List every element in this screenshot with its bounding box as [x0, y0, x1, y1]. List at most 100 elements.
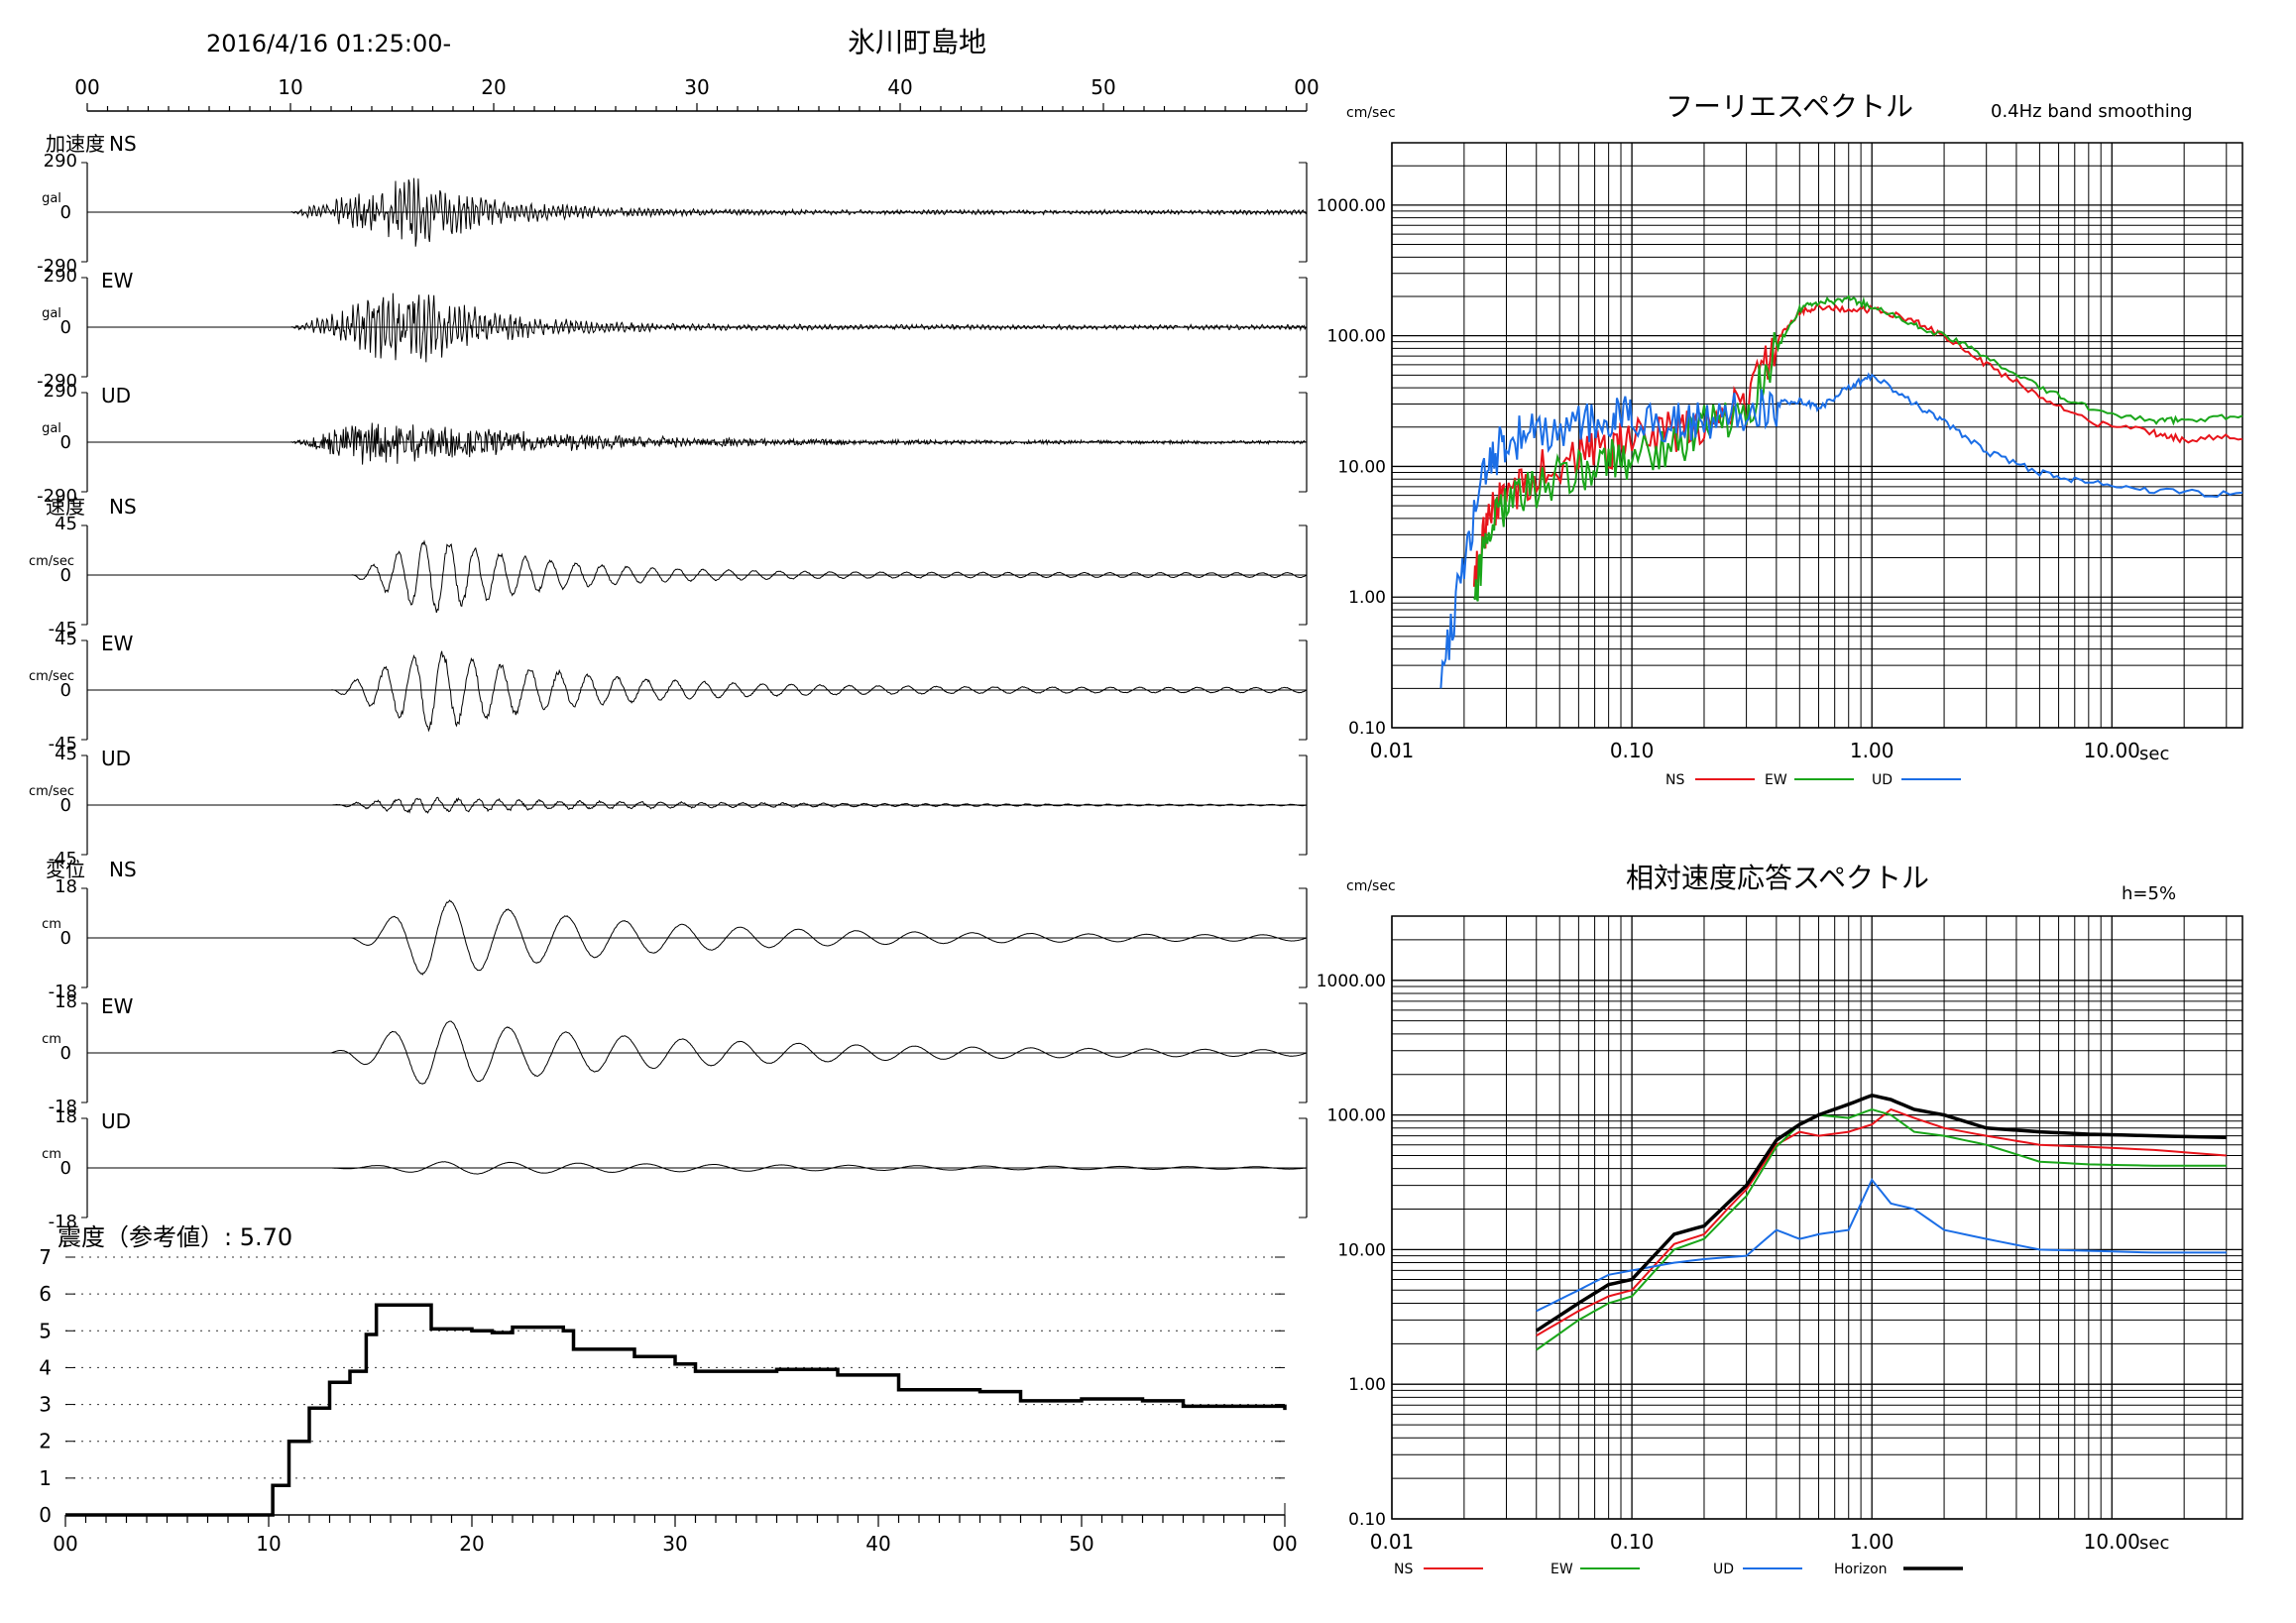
- unit-label: gal: [42, 421, 61, 436]
- y-tick-label: 1.00: [1348, 588, 1386, 608]
- intensity-x-label: 30: [662, 1532, 687, 1556]
- scale-top-label: 290: [44, 266, 77, 287]
- component-label: NS: [109, 495, 137, 519]
- unit-label: gal: [42, 191, 61, 206]
- series-ns-line: [1472, 303, 2243, 587]
- scale-top-label: 18: [55, 876, 77, 897]
- intensity-title: 震度（参考値）: 5.70: [57, 1223, 292, 1251]
- unit-label: cm/sec: [29, 554, 74, 569]
- seismogram-panel-ns-3: 45 0 -45 cm/sec 速度 NS: [29, 495, 1308, 639]
- response-spectrum-chart: 相対速度応答スペクトル h=5% cm/sec sec 0.10 1.00 10.0…: [1317, 862, 2243, 1577]
- x-tick-label: 0.01: [1370, 739, 1415, 762]
- component-label: EW: [101, 269, 134, 292]
- scale-top-label: 290: [44, 381, 77, 402]
- intensity-x-label: 00: [53, 1532, 77, 1556]
- unit-label: cm: [42, 1147, 61, 1162]
- legend-label-ns: NS: [1394, 1562, 1413, 1577]
- component-label: UD: [101, 747, 131, 770]
- waveform-trace: [87, 899, 1308, 976]
- response-title: 相対速度応答スペクトル: [1626, 862, 1929, 894]
- intensity-y-label: 6: [39, 1282, 52, 1306]
- component-label: NS: [109, 132, 137, 156]
- group-label: 速度: [46, 495, 85, 519]
- scale-top-label: 18: [55, 991, 77, 1012]
- scale-zero-label: 0: [60, 317, 71, 338]
- plot-frame: [1391, 915, 2243, 1520]
- scale-zero-label: 0: [60, 202, 71, 223]
- fourier-spectrum-chart: フーリエスペクトル 0.4Hz band smoothing cm/sec se…: [1317, 90, 2243, 788]
- scale-top-label: 18: [55, 1106, 77, 1127]
- time-tick-label: 00: [74, 75, 99, 99]
- component-label: EW: [101, 632, 134, 655]
- scale-zero-label: 0: [60, 928, 71, 949]
- intensity-x-label: 40: [865, 1532, 890, 1556]
- series-ew-line: [1472, 294, 2243, 602]
- y-tick-label: 10.00: [1337, 1240, 1386, 1260]
- scale-bottom-label: -290: [37, 256, 77, 277]
- intensity-y-label: 3: [39, 1393, 52, 1417]
- intensity-x-label: 20: [459, 1532, 484, 1556]
- intensity-curve: [65, 1303, 1287, 1517]
- y-tick-label: 1.00: [1348, 1375, 1386, 1395]
- y-tick-label: 100.00: [1327, 1106, 1386, 1126]
- scale-zero-label: 0: [60, 795, 71, 816]
- seismogram-panel-ud-5: 45 0 -45 cm/sec UD: [29, 744, 1308, 869]
- plot-frame: [1391, 142, 2243, 729]
- intensity-y-label: 1: [39, 1466, 52, 1490]
- intensity-chart: 震度（参考値）: 5.70 0 1 2 3 4 5 6 7 00 10 20 30 40 50 00: [39, 1223, 1297, 1556]
- unit-label: gal: [42, 306, 61, 321]
- response-y-unit: cm/sec: [1346, 878, 1396, 894]
- fourier-title: フーリエスペクトル: [1665, 90, 1913, 123]
- x-tick-label: 10.00: [2084, 1530, 2140, 1554]
- fourier-y-unit: cm/sec: [1346, 105, 1396, 121]
- series-ud-line: [1536, 1178, 2227, 1313]
- waveform-trace: [87, 1161, 1308, 1175]
- seismogram-panel-ew-4: 45 0 -45 cm/sec EW: [29, 629, 1308, 754]
- group-label: 加速度: [46, 132, 105, 156]
- intensity-y-label: 7: [39, 1245, 52, 1269]
- scale-top-label: 45: [55, 744, 77, 764]
- scale-bottom-label: -45: [49, 734, 77, 754]
- unit-label: cm: [42, 1032, 61, 1047]
- waveform-trace: [87, 177, 1308, 247]
- y-tick-label: 0.10: [1348, 1510, 1386, 1530]
- response-x-unit: sec: [2139, 1533, 2169, 1554]
- legend-label-ew: EW: [1765, 772, 1787, 788]
- x-tick-label: 10.00: [2084, 739, 2140, 762]
- response-note: h=5%: [2122, 883, 2176, 904]
- intensity-y-label: 4: [39, 1355, 52, 1379]
- legend-label-ew: EW: [1550, 1562, 1573, 1577]
- y-tick-label: 10.00: [1337, 457, 1386, 477]
- scale-bottom-label: -18: [49, 982, 77, 1002]
- series-ud-line: [1439, 372, 2243, 689]
- component-label: UD: [101, 384, 131, 407]
- scale-bottom-label: -18: [49, 1097, 77, 1117]
- scale-zero-label: 0: [60, 1043, 71, 1064]
- intensity-x-label: 50: [1069, 1532, 1093, 1556]
- scale-top-label: 45: [55, 514, 77, 534]
- time-tick-label: 20: [481, 75, 506, 99]
- series-horizon-line: [1535, 1093, 2227, 1333]
- group-label: 変位: [46, 858, 85, 881]
- time-tick-label: 50: [1091, 75, 1115, 99]
- legend-label-ns: NS: [1665, 772, 1684, 788]
- unit-label: cm: [42, 917, 61, 932]
- intensity-y-label: 5: [39, 1319, 52, 1342]
- scale-bottom-label: -290: [37, 486, 77, 507]
- legend-label-horizon: Horizon: [1834, 1562, 1888, 1577]
- waveform-trace: [87, 796, 1308, 814]
- scale-bottom-label: -290: [37, 371, 77, 392]
- y-tick-label: 1000.00: [1317, 972, 1386, 991]
- seismogram-panel-ns-0: 290 0 -290 gal 加速度 NS: [37, 132, 1308, 277]
- unit-label: cm/sec: [29, 784, 74, 799]
- x-tick-label: 1.00: [1850, 739, 1894, 762]
- seismogram-panel-ew-7: 18 0 -18 cm EW: [42, 991, 1308, 1117]
- waveform-trace: [87, 422, 1308, 465]
- station-name: 氷川町島地: [848, 26, 986, 58]
- seismogram-panel-ns-6: 18 0 -18 cm 変位 NS: [42, 858, 1308, 1002]
- y-tick-label: 100.00: [1327, 327, 1386, 347]
- y-tick-label: 0.10: [1348, 719, 1386, 739]
- scale-bottom-label: -45: [49, 619, 77, 639]
